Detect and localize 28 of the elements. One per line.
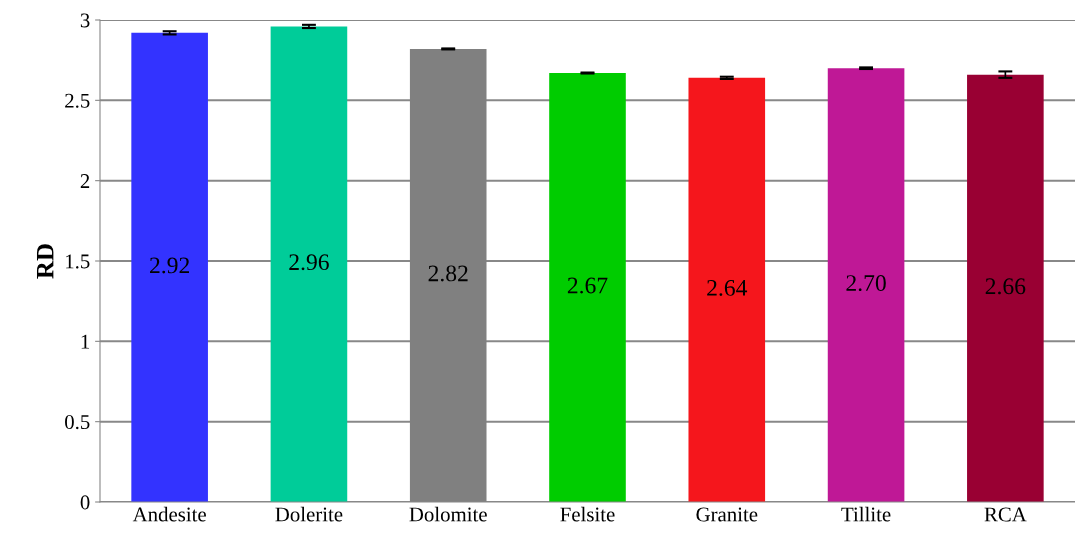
data-label: 2.64 — [707, 279, 748, 296]
bar — [827, 68, 905, 502]
bar — [549, 73, 626, 502]
data-label: 2.82 — [428, 265, 468, 282]
x-tick-label: RCA — [984, 507, 1027, 522]
y-tick-label: 1 — [81, 334, 90, 349]
y-tick-label: 0.5 — [65, 415, 90, 430]
data-label: 2.66 — [985, 278, 1026, 295]
y-tick-label: 0 — [80, 495, 90, 510]
x-tick-label: Tillite — [841, 506, 891, 522]
x-tick-label: Dolomite — [409, 506, 487, 522]
y-tick-label: 1.5 — [66, 254, 90, 269]
data-label: 2.70 — [846, 275, 886, 292]
y-tick-label: 2.5 — [65, 93, 90, 108]
x-tick-label: Granite — [696, 507, 758, 522]
y-tick-label: 3 — [80, 13, 90, 28]
data-label: 2.96 — [289, 254, 329, 271]
x-tick-label: Dolerite — [275, 506, 343, 522]
bar — [967, 74, 1044, 502]
bar — [688, 77, 766, 502]
bar — [131, 32, 208, 502]
x-tick-label: Felsite — [560, 506, 615, 522]
data-label: 2.92 — [150, 257, 189, 274]
x-tick-label: Andesite — [132, 506, 206, 522]
bar — [270, 26, 348, 502]
y-tick-label: 2 — [80, 174, 90, 188]
data-label: 2.67 — [567, 277, 608, 294]
y-axis-title: RD — [36, 244, 54, 279]
